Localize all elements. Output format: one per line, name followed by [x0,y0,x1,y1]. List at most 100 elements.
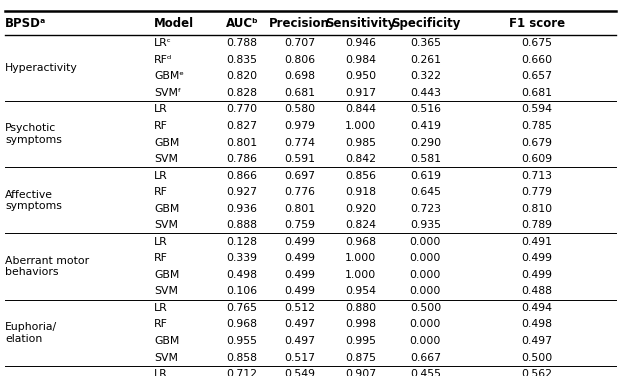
Text: 0.875: 0.875 [345,353,376,362]
Text: 0.500: 0.500 [522,353,553,362]
Text: 0.500: 0.500 [410,303,441,313]
Text: 0.866: 0.866 [227,171,258,180]
Text: 0.955: 0.955 [227,336,258,346]
Text: 0.290: 0.290 [410,138,441,147]
Text: 0.810: 0.810 [522,204,553,214]
Text: 0.827: 0.827 [227,121,258,131]
Text: 0.946: 0.946 [345,38,376,48]
Text: 0.713: 0.713 [522,171,553,180]
Text: 0.824: 0.824 [345,220,376,230]
Text: 0.856: 0.856 [345,171,376,180]
Text: 0.488: 0.488 [522,287,553,296]
Text: 0.770: 0.770 [227,105,258,114]
Text: LRᶜ: LRᶜ [154,38,172,48]
Text: Model: Model [154,17,194,30]
Text: 0.499: 0.499 [284,270,315,280]
Text: LR: LR [154,303,168,313]
Text: 0.707: 0.707 [284,38,315,48]
Text: 0.774: 0.774 [284,138,315,147]
Text: 0.657: 0.657 [522,71,553,81]
Text: 0.835: 0.835 [227,55,258,65]
Text: AUCᵇ: AUCᵇ [226,17,258,30]
Text: 0.491: 0.491 [522,237,553,247]
Text: 0.697: 0.697 [284,171,315,180]
Text: LR: LR [154,369,168,376]
Text: 0.968: 0.968 [345,237,376,247]
Text: 1.000: 1.000 [345,270,376,280]
Text: 0.499: 0.499 [522,253,553,263]
Text: 0.880: 0.880 [345,303,376,313]
Text: 0.888: 0.888 [227,220,258,230]
Text: 0.365: 0.365 [410,38,441,48]
Text: 0.712: 0.712 [227,369,258,376]
Text: 0.497: 0.497 [284,320,315,329]
Text: 0.499: 0.499 [284,253,315,263]
Text: 0.785: 0.785 [522,121,553,131]
Text: 0.675: 0.675 [522,38,553,48]
Text: Affective
symptoms: Affective symptoms [5,190,62,211]
Text: 0.828: 0.828 [227,88,258,98]
Text: 0.591: 0.591 [284,154,315,164]
Text: 0.801: 0.801 [227,138,258,147]
Text: 0.494: 0.494 [522,303,553,313]
Text: Euphoria/
elation: Euphoria/ elation [5,322,57,344]
Text: 0.517: 0.517 [284,353,315,362]
Text: Sensitivity: Sensitivity [325,17,396,30]
Text: 0.660: 0.660 [522,55,553,65]
Text: 0.106: 0.106 [227,287,258,296]
Text: GBM: GBM [154,336,179,346]
Text: 0.998: 0.998 [345,320,376,329]
Text: 0.679: 0.679 [522,138,553,147]
Text: 0.723: 0.723 [410,204,441,214]
Text: 0.984: 0.984 [345,55,376,65]
Text: 0.000: 0.000 [410,287,441,296]
Text: 0.128: 0.128 [227,237,258,247]
Text: 0.935: 0.935 [410,220,441,230]
Text: 0.000: 0.000 [410,320,441,329]
Text: SVMᶠ: SVMᶠ [154,88,181,98]
Text: 0.619: 0.619 [410,171,441,180]
Text: 0.820: 0.820 [227,71,258,81]
Text: 0.806: 0.806 [284,55,315,65]
Text: 0.455: 0.455 [410,369,441,376]
Text: Specificity: Specificity [391,17,460,30]
Text: RF: RF [154,187,168,197]
Text: 0.789: 0.789 [522,220,553,230]
Text: BPSDᵃ: BPSDᵃ [5,17,46,30]
Text: 1.000: 1.000 [345,253,376,263]
Text: 0.322: 0.322 [410,71,441,81]
Text: LR: LR [154,237,168,247]
Text: Aberrant motor
behaviors: Aberrant motor behaviors [5,256,89,277]
Text: 0.499: 0.499 [284,237,315,247]
Text: SVM: SVM [154,220,178,230]
Text: 0.681: 0.681 [522,88,553,98]
Text: 0.765: 0.765 [227,303,258,313]
Text: SVM: SVM [154,353,178,362]
Text: Precision: Precision [269,17,330,30]
Text: 0.580: 0.580 [284,105,315,114]
Text: 0.594: 0.594 [522,105,553,114]
Text: 0.786: 0.786 [227,154,258,164]
Text: 0.979: 0.979 [284,121,315,131]
Text: 0.968: 0.968 [227,320,258,329]
Text: GBMᵉ: GBMᵉ [154,71,184,81]
Text: GBM: GBM [154,270,179,280]
Text: 0.776: 0.776 [284,187,315,197]
Text: 0.844: 0.844 [345,105,376,114]
Text: 0.995: 0.995 [345,336,376,346]
Text: 0.581: 0.581 [410,154,441,164]
Text: 0.499: 0.499 [284,287,315,296]
Text: 0.645: 0.645 [410,187,441,197]
Text: 0.667: 0.667 [410,353,441,362]
Text: 0.498: 0.498 [227,270,258,280]
Text: 0.759: 0.759 [284,220,315,230]
Text: 0.512: 0.512 [284,303,315,313]
Text: RF: RF [154,121,168,131]
Text: 0.516: 0.516 [410,105,441,114]
Text: RF: RF [154,320,168,329]
Text: 0.000: 0.000 [410,336,441,346]
Text: 0.443: 0.443 [410,88,441,98]
Text: 0.499: 0.499 [522,270,553,280]
Text: 0.339: 0.339 [227,253,258,263]
Text: 0.788: 0.788 [227,38,258,48]
